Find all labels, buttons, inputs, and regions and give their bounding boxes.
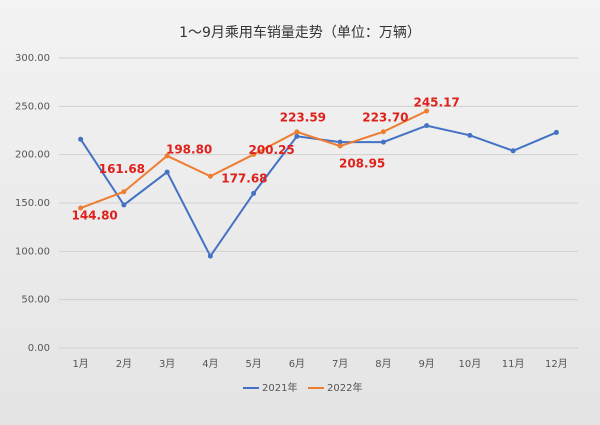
point: [337, 143, 343, 149]
y-tick-label: 250.00: [15, 101, 50, 112]
point: [553, 129, 559, 135]
point: [164, 153, 170, 159]
x-tick-label: 11月: [502, 358, 525, 370]
value-label: 200.25: [248, 143, 294, 157]
value-label: 198.80: [166, 142, 212, 156]
point: [207, 173, 213, 179]
y-tick-label: 200.00: [15, 150, 50, 161]
point: [467, 132, 473, 138]
y-tick-label: 300.00: [15, 53, 50, 64]
point: [424, 108, 430, 114]
x-tick-label: 5月: [245, 358, 261, 370]
x-tick-label: 4月: [202, 358, 218, 370]
value-label: 208.95: [339, 157, 385, 171]
x-tick-label: 12月: [545, 358, 568, 370]
point: [251, 151, 257, 157]
x-tick-label: 8月: [375, 358, 391, 370]
chart-title: 1～9月乘用车销量走势（单位：万辆）: [179, 24, 421, 41]
value-label: 223.59: [280, 110, 326, 124]
legend-label: 2022年: [327, 381, 362, 394]
point: [121, 202, 127, 208]
point: [78, 205, 84, 211]
x-tick-label: 2月: [116, 358, 132, 370]
point: [380, 129, 386, 135]
point: [251, 190, 257, 196]
y-tick-label: 100.00: [15, 246, 50, 257]
value-label: 161.68: [99, 162, 145, 176]
point: [424, 123, 430, 129]
x-tick-label: 6月: [289, 358, 305, 370]
x-tick-label: 1月: [72, 358, 88, 370]
x-tick-label: 7月: [332, 358, 348, 370]
x-tick-label: 3月: [159, 358, 175, 370]
x-tick-label: 10月: [459, 358, 482, 370]
point: [510, 148, 516, 154]
point: [294, 129, 300, 135]
point: [207, 253, 213, 259]
point: [164, 169, 170, 175]
y-tick-label: 150.00: [15, 198, 50, 209]
point: [337, 139, 343, 145]
point: [380, 139, 386, 145]
y-tick-label: 0.00: [28, 343, 50, 354]
legend-label: 2021年: [262, 381, 297, 394]
y-tick-label: 50.00: [21, 295, 50, 306]
point: [121, 189, 127, 195]
value-label: 223.70: [362, 110, 408, 124]
point: [294, 133, 300, 139]
value-label: 245.17: [413, 96, 459, 110]
value-label: 177.68: [221, 172, 267, 186]
value-label: 144.80: [71, 209, 117, 223]
point: [78, 136, 84, 142]
x-tick-label: 9月: [418, 358, 434, 370]
